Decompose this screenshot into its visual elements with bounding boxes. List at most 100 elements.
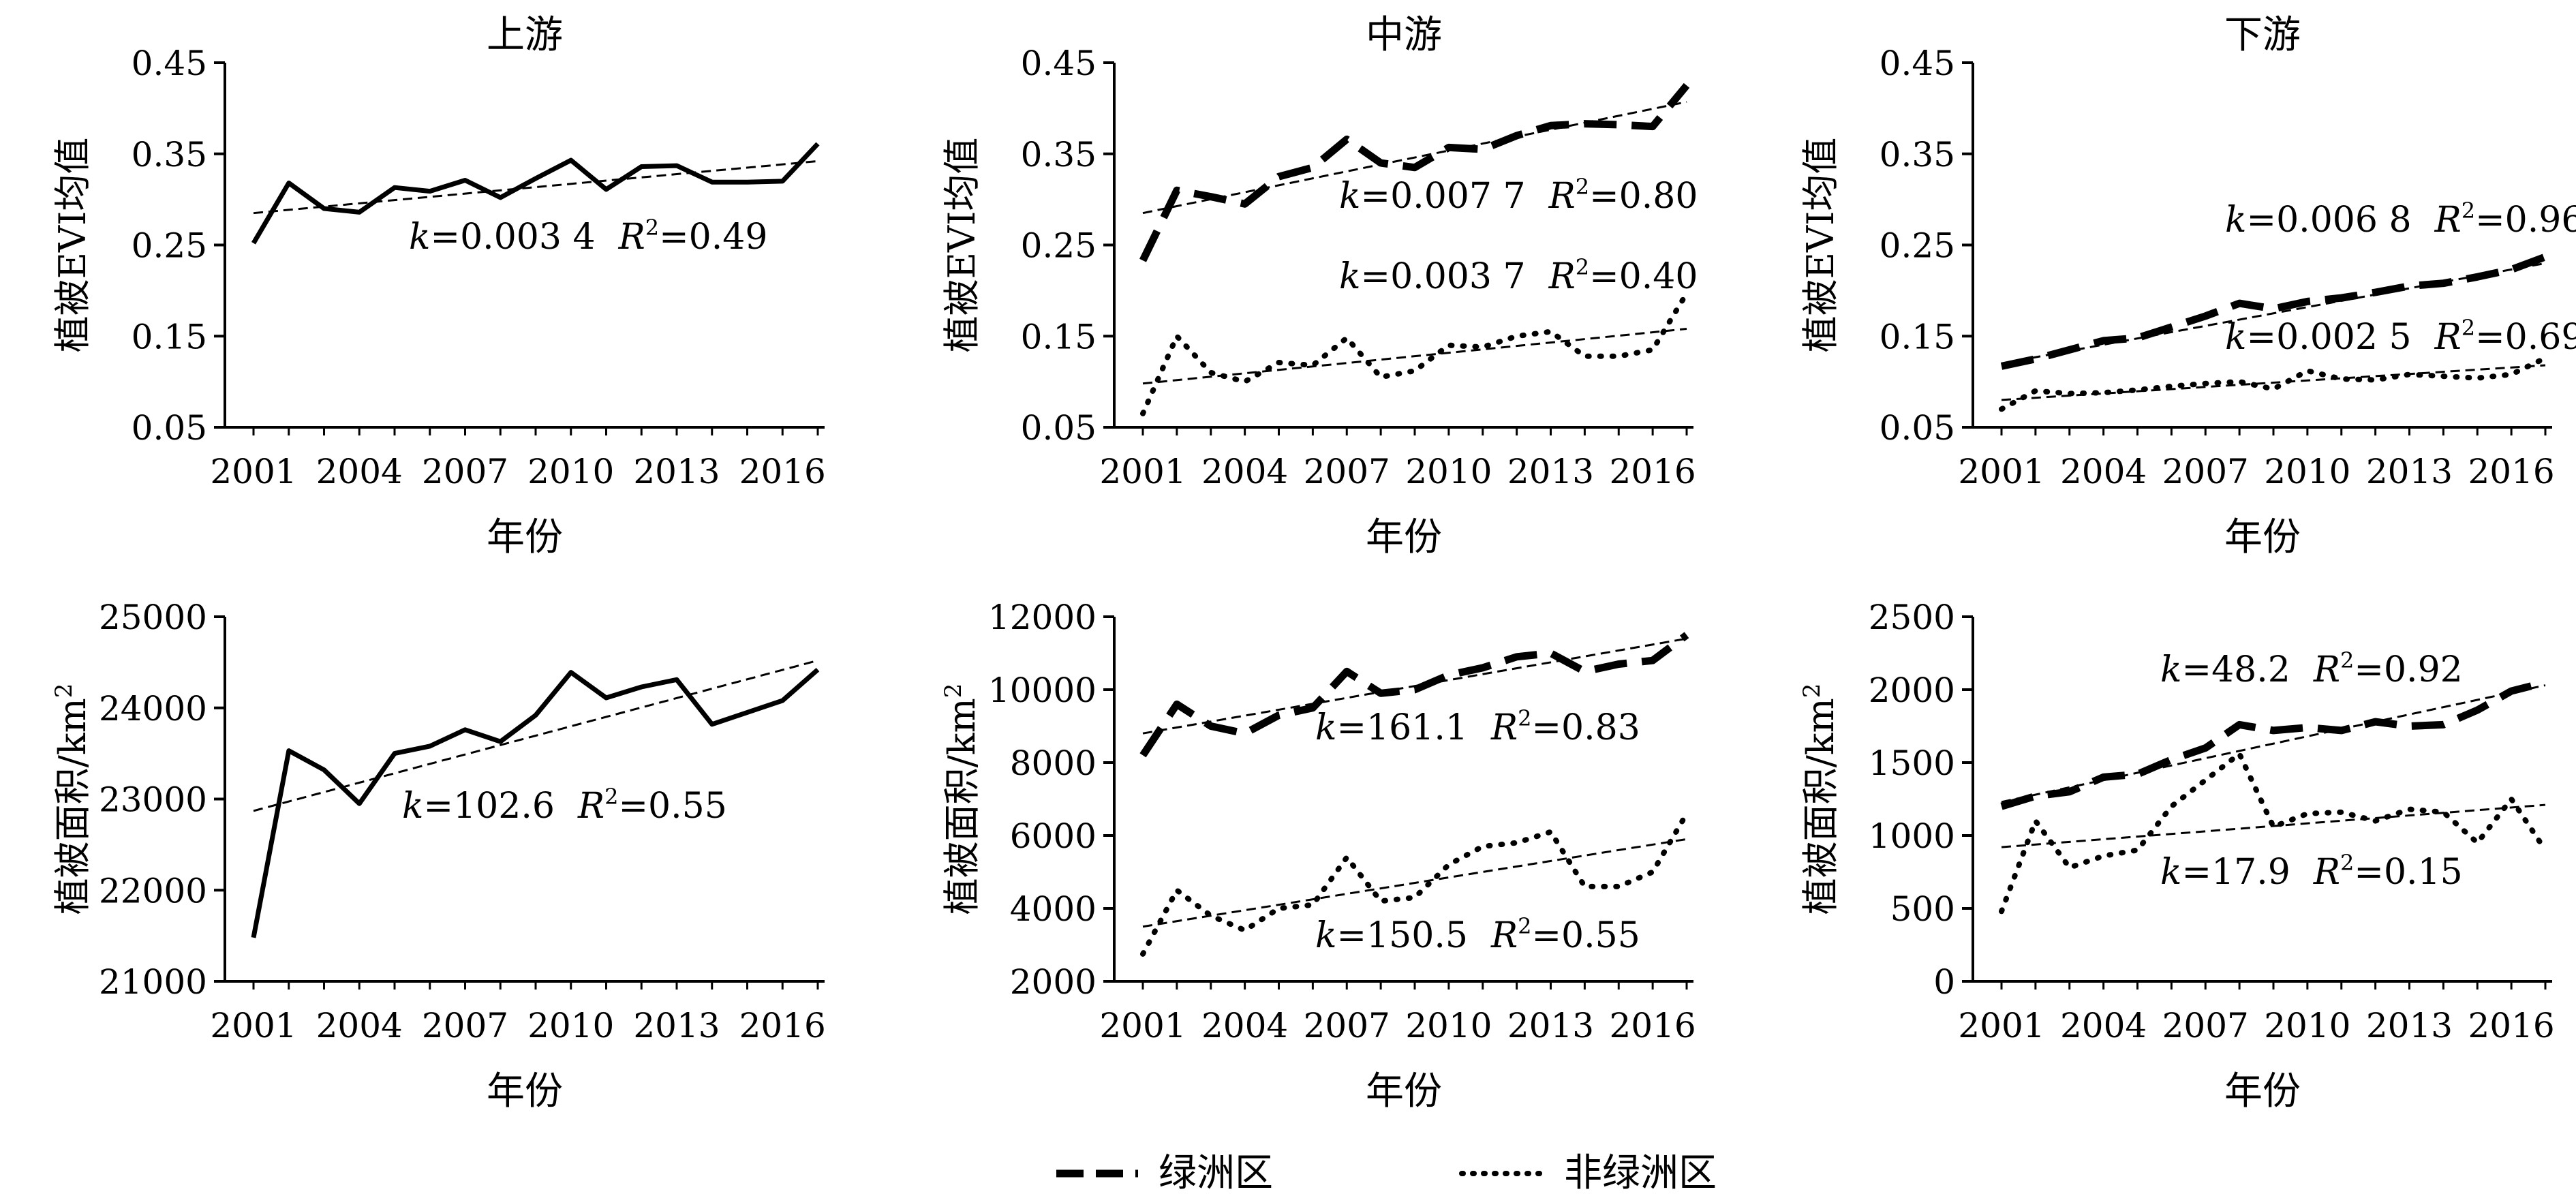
r2-value: =0.40 [1589,256,1698,297]
y-tick-label: 23000 [99,780,207,820]
r2-superscript: 2 [1518,705,1531,731]
y-tick-label: 0 [1933,962,1955,1002]
x-tick-label: 2013 [1507,1006,1594,1045]
k-value: =0.003 7 [1361,256,1526,297]
k-symbol: k [402,786,424,827]
x-tick-label: 2013 [633,1006,720,1045]
r2-symbol: R [2313,649,2340,690]
y-axis-label: 植被面积/km2 [940,684,983,915]
y-tick-label: 0.15 [1021,317,1097,356]
y-axis-label-text: 植被面积/km [1799,698,1842,915]
x-tick-label: 2004 [2060,452,2147,491]
r2-value: =0.69 [2475,317,2576,358]
r2-value: =0.92 [2354,649,2462,690]
trend-annotation: k=150.5 R2=0.55 [1315,913,1640,956]
x-tick-label: 2001 [210,1006,296,1045]
x-axis-label: 年份 [487,1069,563,1114]
y-tick-label: 12000 [988,598,1097,637]
trend-annotation: k=102.6 R2=0.55 [402,784,727,827]
series-line-oasis [251,667,820,938]
y-tick-label: 2000 [1010,962,1097,1002]
x-tick-label: 2010 [527,1006,614,1045]
k-symbol: k [1315,707,1337,748]
chart-title: 下游 [2224,13,2301,57]
y-tick-label: 0.05 [1021,408,1097,448]
y-tick-label: 25000 [99,598,207,637]
trend-annotation: k=0.006 8 R2=0.96 [2225,198,2576,241]
x-tick-label: 2001 [1099,452,1186,491]
r2-superscript: 2 [604,784,618,810]
y-tick-label: 0.25 [132,226,207,266]
legend: 绿洲区 非绿洲区 [1056,1151,1717,1195]
x-tick-label: 2016 [1610,1006,1696,1045]
x-axis-label: 年份 [2224,1069,2301,1114]
k-symbol: k [1339,176,1361,217]
x-tick-label: 2010 [527,452,614,491]
y-axis-label-text: 植被EVI均值 [51,138,94,353]
legend-oasis-label: 绿洲区 [1159,1151,1273,1195]
y-tick-label: 1500 [1869,743,1955,783]
k-symbol: k [2225,200,2247,241]
x-tick-label: 2016 [1610,452,1696,491]
y-tick-label: 22000 [99,871,207,910]
y-tick-label: 0.35 [1021,135,1097,174]
r2-superscript: 2 [2340,850,2354,876]
y-axis-label: 植被EVI均值 [51,138,94,353]
y-axis-label-text: 植被EVI均值 [940,138,983,353]
y-tick-label: 0.05 [1880,408,1955,448]
r2-symbol: R [2313,852,2340,893]
series-line-non-oasis [1999,751,2548,915]
y-axis-label-text: 植被面积/km [940,698,983,915]
r2-superscript: 2 [1576,254,1589,280]
x-tick-label: 2004 [316,452,403,491]
r2-value: =0.55 [618,786,726,827]
x-tick-label: 2016 [2468,1006,2555,1045]
trend-line [1142,101,1687,215]
trend-annotation: k=161.1 R2=0.83 [1315,705,1640,748]
x-tick-label: 2013 [1507,452,1594,491]
r2-symbol: R [1490,915,1518,956]
x-tick-label: 2007 [2162,1006,2249,1045]
x-tick-label: 2010 [2264,1006,2350,1045]
r2-symbol: R [1490,707,1518,748]
series-line-non-oasis [1999,355,2548,412]
k-symbol: k [409,217,431,258]
y-axis-label: 植被EVI均值 [1799,138,1842,353]
trend-line [1142,838,1687,928]
trend-line [253,159,818,215]
x-tick-label: 2007 [1304,452,1390,491]
series-line-oasis [1139,82,1690,262]
y-axis-label: 植被EVI均值 [940,138,983,353]
legend-non-oasis-label: 非绿洲区 [1564,1151,1717,1195]
x-tick-label: 2007 [422,452,508,491]
x-tick-label: 2004 [316,1006,403,1045]
r2-symbol: R [2434,317,2462,358]
k-symbol: k [1339,256,1361,297]
x-tick-label: 2001 [1958,452,2044,491]
y-axis-label-superscript: 2 [50,684,78,699]
y-tick-label: 1000 [1869,816,1955,856]
k-value: =102.6 [424,786,555,827]
trend-line [2001,364,2546,401]
x-tick-label: 2004 [2060,1006,2147,1045]
r2-symbol: R [2434,200,2462,241]
x-tick-label: 2004 [1201,1006,1288,1045]
y-tick-label: 2500 [1869,598,1955,637]
series-line-non-oasis [1140,290,1689,416]
r2-symbol: R [577,786,604,827]
trend-line [2001,262,2546,365]
k-value: =17.9 [2182,852,2290,893]
y-tick-label: 0.45 [1021,44,1097,83]
trend-line [1142,328,1687,385]
r2-value: =0.49 [659,217,767,258]
x-tick-label: 2010 [2264,452,2350,491]
r2-value: =0.15 [2354,852,2462,893]
y-tick-label: 0.25 [1880,226,1955,266]
y-axis-label: 植被面积/km2 [50,684,94,915]
r2-value: =0.80 [1589,176,1698,217]
y-axis-label-text: 植被面积/km [51,698,94,915]
